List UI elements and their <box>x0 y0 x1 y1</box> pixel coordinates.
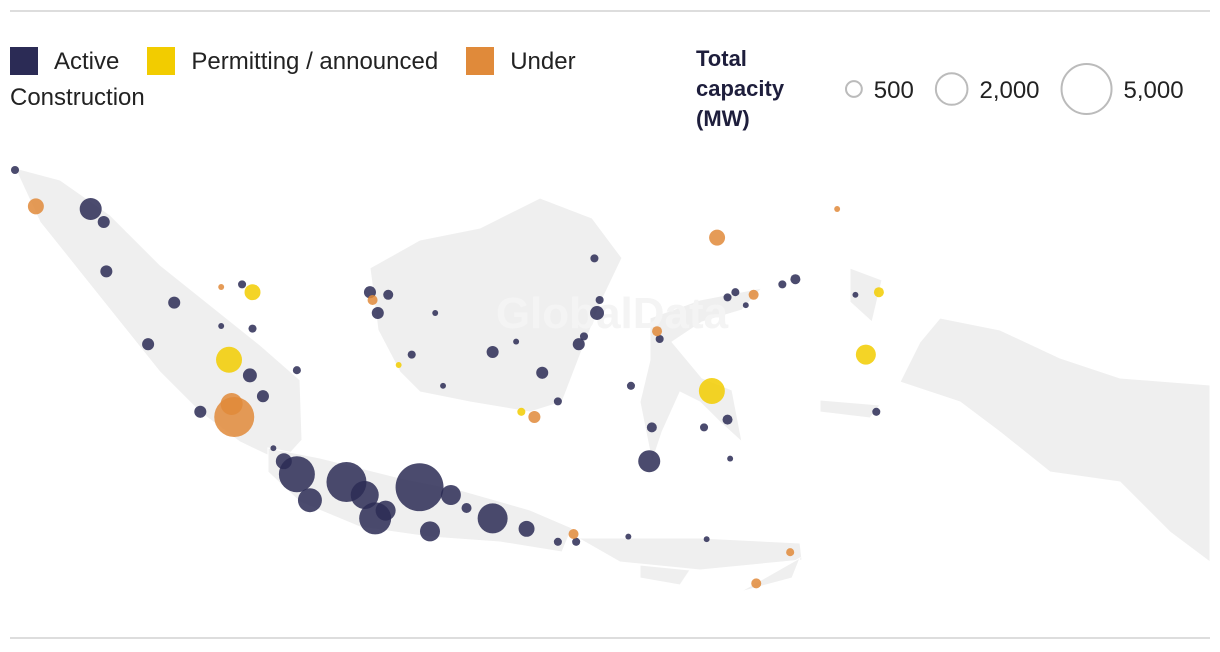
legend-label: Permitting / announced <box>191 48 439 75</box>
bottom-rule <box>10 637 1210 639</box>
plant-bubble <box>709 229 726 246</box>
plant-bubble <box>432 310 439 316</box>
legend-label: Active <box>54 48 120 75</box>
plant-bubble <box>100 265 113 278</box>
legend-swatch <box>466 47 495 75</box>
plant-bubble <box>440 485 461 505</box>
size-legend-circle <box>1060 63 1113 115</box>
plant-bubble <box>220 392 243 416</box>
bubbles <box>10 165 884 589</box>
plant-bubble <box>27 198 44 215</box>
plant-bubble <box>872 407 881 416</box>
plant-bubble <box>579 332 589 341</box>
size-legend-circle <box>934 72 969 106</box>
plant-bubble <box>375 500 396 521</box>
plant-bubble <box>727 455 734 462</box>
plant-bubble <box>216 346 243 373</box>
plant-bubble <box>461 503 472 513</box>
watermark: GlobalData <box>496 289 729 338</box>
plant-bubble <box>748 289 759 300</box>
plant-bubble <box>655 334 664 344</box>
plant-bubble <box>626 381 635 390</box>
plant-bubble <box>97 215 110 229</box>
plant-bubble <box>553 397 562 406</box>
size-legend-label: 2,000 <box>979 77 1039 104</box>
plant-bubble <box>371 306 384 320</box>
plant-bubble <box>518 520 535 537</box>
size-legend-label: 500 <box>874 77 914 104</box>
plant-bubble <box>395 362 402 368</box>
plant-bubble <box>270 445 277 452</box>
plant-bubble <box>731 288 740 297</box>
plant-bubble <box>625 533 632 540</box>
legend-swatch <box>10 47 38 75</box>
plant-bubble <box>194 405 207 418</box>
plant-bubble <box>10 165 20 175</box>
plant-bubble <box>297 488 322 513</box>
plant-bubble <box>855 344 876 365</box>
plant-bubble <box>218 323 225 329</box>
plant-bubble <box>440 382 446 389</box>
plant-bubble <box>244 284 261 301</box>
plant-bubble <box>590 306 605 320</box>
plant-bubble <box>568 529 579 539</box>
plant-bubble <box>513 338 520 345</box>
plant-bubble <box>873 287 884 298</box>
plant-bubble <box>742 302 749 309</box>
size-legend-title: Total capacity (MW) <box>696 46 785 131</box>
plant-bubble <box>700 423 709 432</box>
plant-bubble <box>168 296 181 309</box>
legend-item: Permitting / announced <box>147 47 439 75</box>
land <box>14 167 1211 593</box>
plant-bubble <box>292 366 301 375</box>
plant-bubble <box>242 368 257 383</box>
plant-bubble <box>778 280 787 289</box>
plant-bubble <box>275 453 292 470</box>
plant-bubble <box>572 537 581 546</box>
plant-bubble <box>698 378 725 404</box>
plant-bubble <box>486 345 499 359</box>
plant-bubble <box>395 463 444 512</box>
legend-swatch <box>147 47 176 75</box>
plant-bubble <box>590 254 599 263</box>
plant-bubble <box>722 414 733 425</box>
plant-bubble <box>703 536 710 543</box>
plant-bubble <box>572 338 585 351</box>
plant-bubble <box>536 366 549 379</box>
plant-bubble <box>790 274 801 285</box>
plant-bubble <box>517 407 526 416</box>
plant-bubble <box>723 293 732 302</box>
legend: Active Permitting / announced Under Constr… <box>10 44 650 116</box>
size-legend-circle <box>845 80 863 98</box>
plant-bubble <box>383 289 394 300</box>
plant-bubble <box>652 326 663 337</box>
plant-bubble <box>595 295 604 305</box>
plant-bubble <box>256 390 269 403</box>
legend-item: Under Construction <box>10 47 576 111</box>
legend-label: Under Construction <box>10 48 576 111</box>
top-rule <box>10 10 1210 12</box>
plant-bubble <box>218 284 225 290</box>
plant-bubble <box>142 338 155 351</box>
plant-bubble <box>553 537 562 546</box>
plant-bubble <box>238 280 247 289</box>
size-legend-label: 5,000 <box>1124 77 1184 104</box>
plant-bubble <box>248 324 257 333</box>
plant-bubble <box>367 295 378 305</box>
plant-bubble <box>477 503 508 534</box>
plant-bubble <box>834 206 841 212</box>
plant-bubble <box>528 410 541 424</box>
plant-bubble <box>646 422 657 433</box>
legend-item: Active <box>10 47 120 75</box>
plant-bubble <box>638 450 661 473</box>
plant-bubble <box>407 350 416 359</box>
plant-bubble <box>79 197 102 221</box>
plant-bubble <box>852 291 859 298</box>
plant-bubble <box>751 578 762 589</box>
plant-bubble <box>419 521 440 542</box>
plant-bubble <box>350 480 379 510</box>
plant-bubble <box>786 548 795 557</box>
